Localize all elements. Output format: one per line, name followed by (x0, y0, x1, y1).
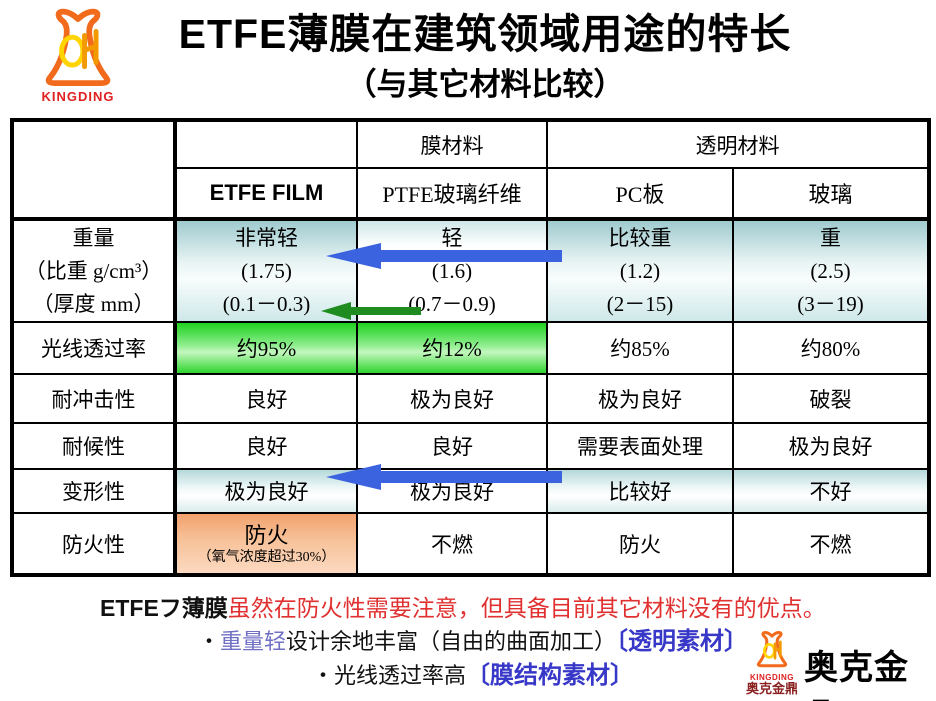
table-row-deformation: 变形性 极为良好 极为良好 比较好 不好 (11, 468, 930, 514)
row-label-light: 光线透过率 (11, 321, 177, 375)
cell-light-pc: 约85% (546, 321, 734, 375)
cell-fire-etfe: 防火 （氧气浓度超过30%） (174, 512, 358, 576)
cell-weight-etfe: 非常轻 (1.75) (0.1－0.3) (174, 218, 358, 323)
corner-cell (11, 119, 177, 221)
cell-weather-glass: 极为良好 (732, 422, 930, 470)
cell-fire-pc: 防火 (546, 512, 734, 576)
row-label-weight: 重量 （比重 g/cm³） （厚度 mm） (11, 218, 177, 323)
cell-impact-pc: 极为良好 (546, 373, 734, 424)
note2-black-part: 设计余地丰富（自由的曲面加工） (286, 629, 617, 654)
cell-weather-etfe: 良好 (174, 422, 358, 470)
kingding-cn-small: 奥克金鼎 (746, 681, 799, 696)
company-name-large: 奥克金鼎 (804, 649, 909, 701)
cell-deform-glass: 不好 (732, 468, 930, 514)
cell-deform-etfe: 极为良好 (174, 468, 358, 514)
cell-weight-pc: 比较重 (1.2) (2－15) (546, 218, 734, 323)
group-header-membrane: 膜材料 (356, 119, 548, 169)
cell-weather-ptfe: 良好 (356, 422, 548, 470)
cell-light-etfe: 约95% (174, 321, 358, 375)
note-line-3: ・光线透过率高〔膜结构素材〕 (312, 662, 634, 690)
page-title: ETFE薄膜在建筑领域用途的特长 (178, 11, 792, 57)
note1-red-part: 虽然在防火性需要注意，但具备目前其它材料没有的优点。 (227, 596, 826, 621)
cell-impact-ptfe: 极为良好 (356, 373, 548, 424)
column-header-ptfe: PTFE玻璃纤维 (356, 167, 548, 221)
column-header-pc: PC板 (546, 167, 734, 221)
cell-weather-pc: 需要表面处理 (546, 422, 734, 470)
table-row-weight: 重量 （比重 g/cm³） （厚度 mm） 非常轻 (1.75) (0.1－0.… (11, 218, 930, 323)
cell-deform-ptfe: 极为良好 (356, 468, 548, 514)
column-header-etfe: ETFE FILM (174, 167, 358, 221)
row-label-impact: 耐冲击性 (11, 373, 177, 424)
cell-impact-glass: 破裂 (732, 373, 930, 424)
cell-weight-glass: 重 (2.5) (3－19) (732, 218, 930, 323)
note2-bullet: ・ (198, 629, 221, 654)
row-label-weather: 耐候性 (11, 422, 177, 470)
table-row-weather: 耐候性 良好 良好 需要表面处理 极为良好 (11, 422, 930, 470)
cell-deform-pc: 比较好 (546, 468, 734, 514)
table-row-impact: 耐冲击性 良好 极为良好 极为良好 破裂 (11, 373, 930, 424)
footer-branding: KINGDING 奥克金鼎 奥克金鼎 (742, 630, 936, 701)
column-header-glass: 玻璃 (732, 167, 930, 221)
row-label-deform: 变形性 (11, 468, 177, 514)
cell-fire-ptfe: 不燃 (356, 512, 548, 576)
note2-blue-part: 重量轻 (220, 629, 287, 654)
note2-bracket-part: 〔透明素材〕 (616, 629, 749, 655)
kingding-logo-small: KINGDING 奥克金鼎 (746, 630, 798, 696)
cell-fire-glass: 不燃 (732, 512, 930, 576)
cell-impact-etfe: 良好 (174, 373, 358, 424)
kingding-logo: KINGDING (26, 6, 130, 110)
kingding-bell-icon (756, 631, 788, 668)
cell-light-glass: 约80% (732, 321, 930, 375)
note3-bracket-part: 〔膜结构素材〕 (466, 663, 635, 689)
table-row-light-transmission: 光线透过率 约95% 约12% 约85% 约80% (11, 321, 930, 375)
table-row-fire: 防火性 防火 （氧气浓度超过30%） 不燃 防火 不燃 (11, 512, 930, 576)
comparison-table: 膜材料 透明材料 ETFE FILM PTFE玻璃纤维 PC板 玻璃 重量 （比… (10, 118, 931, 577)
note3-black-part: 光线透过率高 (334, 663, 467, 688)
kingding-bell-icon (45, 8, 111, 86)
note-line-1: ETFEフ薄膜虽然在防火性需要注意，但具备目前其它材料没有的优点。 (100, 594, 826, 623)
row-label-fire: 防火性 (11, 512, 177, 576)
cell-light-ptfe: 约12% (356, 321, 548, 375)
kingding-wordmark: KINGDING (41, 89, 115, 104)
group-header-blank (174, 119, 358, 169)
note1-black-part: ETFEフ薄膜 (100, 595, 228, 621)
note3-bullet: ・ (312, 663, 335, 688)
kingding-wordmark-small: KINGDING (750, 673, 794, 682)
page-subtitle: （与其它材料比较） (345, 67, 625, 102)
group-header-transparent: 透明材料 (546, 119, 930, 169)
note-line-2: ・重量轻设计余地丰富（自由的曲面加工）〔透明素材〕 (198, 628, 748, 656)
cell-weight-ptfe: 轻 (1.6) (0.7－0.9) (356, 218, 548, 323)
